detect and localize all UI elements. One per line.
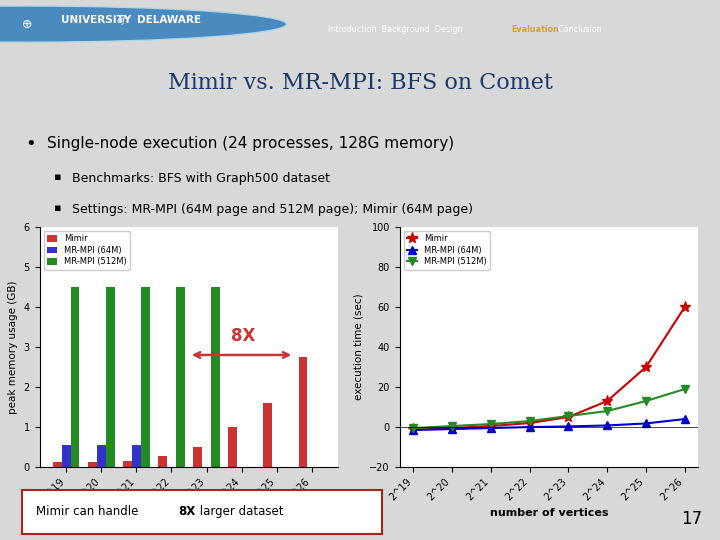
Text: UNIVERSITY: UNIVERSITY (61, 15, 132, 25)
Legend: Mimir, MR-MPI (64M), MR-MPI (512M): Mimir, MR-MPI (64M), MR-MPI (512M) (404, 231, 490, 269)
Mimir (448, 425, 456, 431)
Text: 8X: 8X (231, 327, 256, 345)
Text: Settings: MR-MPI (64M page and 512M page); Mimir (64M page): Settings: MR-MPI (64M page and 512M page… (72, 203, 473, 216)
X-axis label: number of vertices: number of vertices (490, 509, 608, 518)
Text: •: • (25, 135, 36, 153)
Bar (141, 287, 150, 467)
Y-axis label: peak memory usage (GB): peak memory usage (GB) (8, 280, 18, 414)
Bar (123, 461, 132, 467)
Text: ▪: ▪ (54, 203, 61, 213)
Text: ⊕: ⊕ (22, 18, 32, 31)
Mimir (526, 420, 534, 426)
Mimir (642, 364, 650, 370)
Mimir (564, 414, 572, 420)
Text: Benchmarks: BFS with Graph500 dataset: Benchmarks: BFS with Graph500 dataset (72, 172, 330, 185)
MR-MPI (512M) (526, 418, 534, 424)
Bar (299, 357, 307, 467)
Text: 8X: 8X (179, 505, 195, 518)
Line: MR-MPI (512M): MR-MPI (512M) (409, 385, 689, 432)
Bar (106, 287, 114, 467)
X-axis label: number of vertices: number of vertices (130, 509, 248, 518)
Bar (53, 462, 62, 467)
Y-axis label: execution time (sec): execution time (sec) (354, 294, 364, 400)
Text: Mimir vs. MR-MPI: BFS on Comet: Mimir vs. MR-MPI: BFS on Comet (168, 72, 552, 94)
MR-MPI (64M) (680, 416, 689, 422)
MR-MPI (64M) (487, 425, 495, 431)
Mimir (603, 398, 611, 404)
Text: Evaluation: Evaluation (511, 25, 559, 33)
MR-MPI (64M) (448, 426, 456, 433)
Bar (176, 287, 184, 467)
Text: larger dataset: larger dataset (196, 505, 284, 518)
Bar (71, 287, 79, 467)
Bar (132, 445, 141, 467)
Text: of: of (117, 16, 126, 25)
Mimir (487, 423, 495, 429)
Bar (228, 427, 237, 467)
Bar (264, 403, 272, 467)
MR-MPI (512M) (603, 408, 611, 414)
Text: DELAWARE: DELAWARE (137, 15, 201, 25)
Bar (62, 445, 71, 467)
MR-MPI (512M) (564, 413, 572, 419)
Legend: Mimir, MR-MPI (64M), MR-MPI (512M): Mimir, MR-MPI (64M), MR-MPI (512M) (44, 231, 130, 269)
MR-MPI (64M) (564, 423, 572, 430)
MR-MPI (512M) (487, 421, 495, 427)
MR-MPI (512M) (680, 386, 689, 392)
Text: Conclusion: Conclusion (553, 25, 602, 33)
MR-MPI (512M) (448, 423, 456, 429)
Text: ▪: ▪ (54, 172, 61, 183)
Line: Mimir: Mimir (408, 301, 690, 435)
Mimir (409, 426, 418, 433)
Mimir (680, 303, 689, 310)
Bar (89, 462, 97, 467)
Bar (211, 287, 220, 467)
MR-MPI (512M) (409, 425, 418, 431)
MR-MPI (64M) (642, 420, 650, 427)
MR-MPI (64M) (409, 427, 418, 433)
MR-MPI (512M) (642, 398, 650, 404)
Bar (97, 445, 106, 467)
Text: Mimir can handle: Mimir can handle (36, 505, 142, 518)
Text: Single-node execution (24 processes, 128G memory): Single-node execution (24 processes, 128… (47, 136, 454, 151)
Text: Introduction  Background  Design: Introduction Background Design (328, 25, 467, 33)
Bar (194, 447, 202, 467)
Text: 17: 17 (681, 510, 702, 528)
MR-MPI (64M) (526, 424, 534, 430)
Line: MR-MPI (64M): MR-MPI (64M) (409, 415, 689, 434)
Circle shape (0, 6, 287, 42)
MR-MPI (64M) (603, 422, 611, 429)
Bar (158, 456, 167, 467)
